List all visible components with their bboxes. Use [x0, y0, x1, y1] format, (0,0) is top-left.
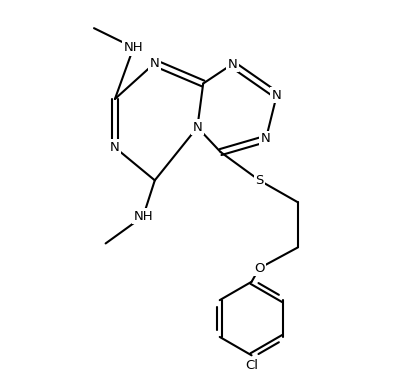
Text: NH: NH — [124, 41, 143, 54]
Text: N: N — [261, 132, 271, 146]
Text: N: N — [150, 56, 160, 69]
Text: S: S — [255, 174, 263, 187]
Text: N: N — [272, 89, 282, 102]
Text: NH: NH — [133, 210, 153, 223]
Text: N: N — [193, 121, 202, 134]
Text: N: N — [110, 141, 120, 154]
Text: N: N — [227, 58, 237, 70]
Text: O: O — [254, 262, 265, 275]
Text: Cl: Cl — [245, 359, 258, 372]
